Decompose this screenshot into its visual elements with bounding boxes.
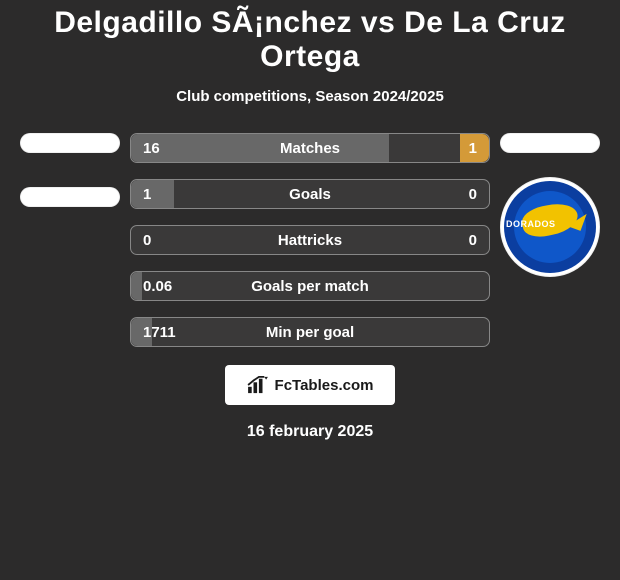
- stat-value-left: 0.06: [131, 278, 201, 295]
- stat-row: 1Goals0: [130, 179, 490, 209]
- stat-label: Min per goal: [201, 324, 419, 341]
- stat-row: 1711Min per goal: [130, 317, 490, 347]
- club-logo-inner: DORADOS: [500, 177, 600, 277]
- stat-value-left: 1: [131, 186, 201, 203]
- stats-block: 16Matches11Goals00Hattricks00.06Goals pe…: [0, 133, 620, 347]
- club-logo: DORADOS: [500, 177, 600, 277]
- right-avatars: DORADOS: [490, 133, 620, 347]
- branding-badge: FcTables.com: [225, 365, 395, 405]
- stat-label: Hattricks: [201, 232, 419, 249]
- club-name: DORADOS: [506, 219, 556, 229]
- stat-value-left: 16: [131, 140, 201, 157]
- date-text: 16 february 2025: [0, 423, 620, 441]
- stat-row: 0.06Goals per match: [130, 271, 490, 301]
- stat-value-left: 1711: [131, 324, 201, 341]
- stat-value-left: 0: [131, 232, 201, 249]
- player-avatar: [20, 133, 120, 153]
- left-avatars: [0, 133, 130, 347]
- stat-value-right: 0: [419, 186, 489, 203]
- page-title: Delgadillo SÃ¡nchez vs De La Cruz Ortega: [0, 6, 620, 74]
- stat-label: Goals: [201, 186, 419, 203]
- stat-value-right: 0: [419, 232, 489, 249]
- subtitle: Club competitions, Season 2024/2025: [0, 88, 620, 105]
- stat-row: 0Hattricks0: [130, 225, 490, 255]
- stat-value-right: 1: [419, 140, 489, 157]
- stat-bars: 16Matches11Goals00Hattricks00.06Goals pe…: [130, 133, 490, 347]
- stat-label: Matches: [201, 140, 419, 157]
- player-avatar: [500, 133, 600, 153]
- content: Delgadillo SÃ¡nchez vs De La Cruz Ortega…: [0, 0, 620, 441]
- bar-chart-icon: [247, 376, 269, 394]
- stat-row: 16Matches1: [130, 133, 490, 163]
- branding-text: FcTables.com: [275, 377, 374, 394]
- stat-label: Goals per match: [201, 278, 419, 295]
- player-avatar: [20, 187, 120, 207]
